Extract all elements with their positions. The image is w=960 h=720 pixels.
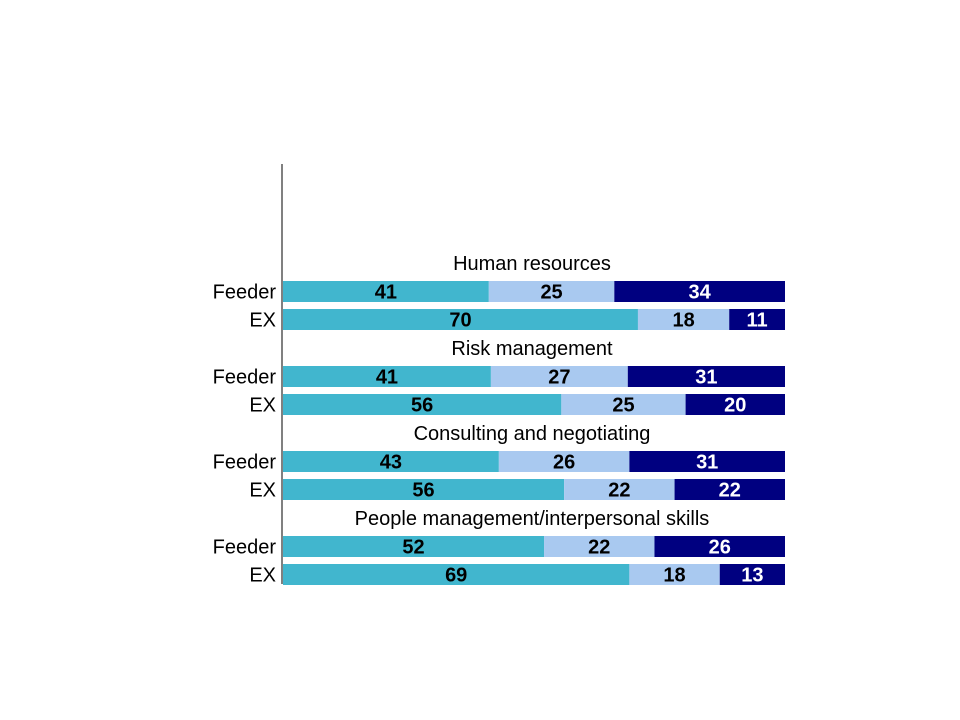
bar-row: Feeder 52 22 26 (213, 536, 785, 559)
group-title: Human resources (453, 253, 611, 275)
bar-group: Human resources Feeder 41 25 34 EX 70 18 11 (213, 253, 785, 332)
data-label: 34 (689, 282, 712, 304)
bar-segment-first-segment (283, 451, 499, 472)
bar-segment-second-segment (488, 281, 615, 302)
row-label: Feeder (213, 537, 277, 559)
data-label: 31 (695, 367, 717, 389)
bar-segment-third-segment (654, 536, 785, 557)
data-label: 13 (741, 565, 763, 587)
group-title: People management/interpersonal skills (355, 508, 710, 530)
data-label: 22 (719, 480, 741, 502)
bar-row: Feeder 41 27 31 (213, 366, 785, 389)
data-label: 70 (449, 310, 471, 332)
bar-segment-second-segment (498, 451, 630, 472)
bar-segment-first-segment (283, 281, 489, 302)
bar-segment-first-segment (283, 479, 565, 500)
row-label: EX (249, 565, 276, 587)
data-label: 26 (709, 537, 731, 559)
data-label: 56 (412, 480, 434, 502)
bar-segment-first-segment (283, 309, 638, 330)
row-label: EX (249, 480, 276, 502)
data-label: 69 (445, 565, 467, 587)
data-label: 20 (724, 395, 746, 417)
group-title: Consulting and negotiating (414, 423, 651, 445)
data-label: 11 (747, 310, 768, 332)
bar-segment-second-segment (564, 479, 675, 500)
row-label: Feeder (213, 367, 277, 389)
data-label: 22 (588, 537, 610, 559)
bar-segment-second-segment (490, 366, 628, 387)
bar-row: EX 69 18 13 (249, 564, 785, 587)
data-label: 25 (540, 282, 562, 304)
row-label: Feeder (213, 452, 277, 474)
data-label: 52 (402, 537, 424, 559)
bar-group: People management/interpersonal skills Fe… (213, 508, 785, 587)
bar-row: Feeder 41 25 34 (213, 281, 785, 304)
bar-segment-third-segment (614, 281, 785, 302)
bar-segment-third-segment (719, 564, 785, 585)
bar-segment-second-segment (561, 394, 686, 415)
data-label: 41 (376, 367, 398, 389)
row-label: EX (249, 310, 276, 332)
bar-segment-first-segment (283, 394, 562, 415)
data-label: 22 (608, 480, 630, 502)
bar-segment-first-segment (283, 564, 630, 585)
bar-segment-third-segment (627, 366, 785, 387)
bar-segment-first-segment (283, 536, 545, 557)
bar-segment-second-segment (629, 564, 720, 585)
data-label: 25 (612, 395, 634, 417)
row-label: Feeder (213, 282, 277, 304)
bar-group: Risk management Feeder 41 27 31 EX 56 25 20 (213, 338, 785, 417)
bar-row: EX 70 18 11 (249, 309, 785, 332)
data-label: 41 (375, 282, 397, 304)
bar-row: Feeder 43 26 31 (213, 451, 785, 474)
bar-segment-first-segment (283, 366, 491, 387)
data-label: 18 (672, 310, 694, 332)
data-label: 31 (696, 452, 718, 474)
data-label: 18 (663, 565, 685, 587)
data-label: 43 (380, 452, 402, 474)
bar-segment-third-segment (685, 394, 785, 415)
bar-segment-third-segment (629, 451, 785, 472)
data-label: 27 (548, 367, 570, 389)
data-label: 26 (553, 452, 575, 474)
bar-row: EX 56 22 22 (249, 479, 785, 502)
data-label: 56 (411, 395, 433, 417)
bar-group: Consulting and negotiating Feeder 43 26 31 EX… (213, 423, 785, 502)
bar-segment-second-segment (637, 309, 730, 330)
row-label: EX (249, 395, 276, 417)
bar-segment-third-segment (674, 479, 785, 500)
bar-segment-second-segment (544, 536, 655, 557)
group-title: Risk management (451, 338, 613, 360)
bar-groups: Human resources Feeder 41 25 34 EX 70 18 11 Risk … (213, 253, 785, 587)
bar-row: EX 56 25 20 (249, 394, 785, 417)
bar-segment-third-segment (729, 309, 785, 330)
